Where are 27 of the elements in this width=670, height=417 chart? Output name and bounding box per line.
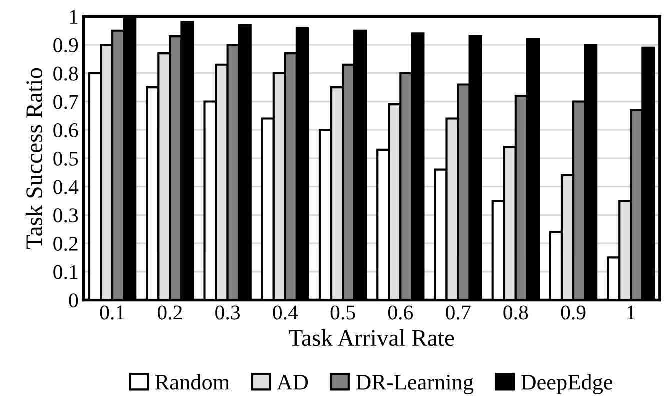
x-tick-label: 0.3	[216, 306, 240, 320]
y-tick-label: 1	[70, 10, 78, 24]
x-tick-label: 0.5	[330, 306, 356, 320]
y-tick-label: 0.1	[54, 265, 78, 280]
y-tick-label: 0.3	[54, 208, 78, 223]
x-axis-title: Task Arrival Rate	[289, 330, 454, 346]
legend-label: DeepEdge	[521, 374, 613, 394]
x-tick-label: 0.6	[388, 306, 414, 320]
y-tick-label: 0.4	[54, 180, 79, 194]
y-tick-label: 0.2	[54, 236, 78, 252]
x-tick-label: 1	[628, 306, 636, 320]
y-tick-label: 0.5	[54, 152, 78, 166]
legend-label: DR-Learning	[356, 374, 474, 394]
x-tick-label: 0.4	[273, 306, 298, 320]
x-tick-label: 0.1	[100, 306, 124, 320]
y-tick-label: 0.6	[54, 123, 78, 138]
legend-label: AD	[277, 375, 308, 390]
x-tick-label: 0.2	[158, 306, 182, 320]
y-tick-label: 0	[69, 294, 78, 308]
x-tick-label: 0.9	[561, 306, 586, 320]
y-axis-title: Task Success Ratio	[26, 68, 42, 250]
legend-label: Random	[155, 374, 230, 390]
y-tick-label: 0.8	[54, 66, 78, 81]
x-tick-label: 0.7	[446, 306, 471, 320]
y-tick-label: 0.9	[54, 38, 78, 53]
y-tick-label: 0.7	[54, 95, 78, 110]
x-tick-label: 0.8	[504, 306, 528, 320]
